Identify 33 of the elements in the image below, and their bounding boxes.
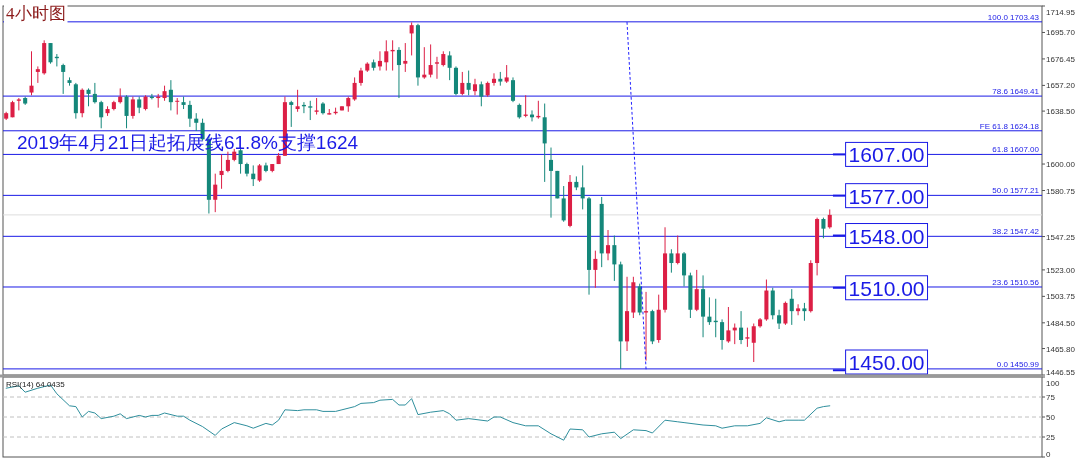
y-tick-label: 1695.70 (1046, 28, 1075, 38)
ref-line-label: 23.6 1510.56 (992, 278, 1040, 287)
y-tick-label: 1547.25 (1046, 232, 1075, 242)
y-tick-label: 1600.00 (1046, 160, 1075, 170)
ref-line-label: 50.0 1577.21 (992, 186, 1040, 196)
ref-line-label: 0.0 1450.99 (996, 359, 1040, 369)
y-tick-label: 0 (1046, 450, 1051, 459)
title: 4小时图 (6, 4, 66, 23)
y-tick-label: 1523.00 (1046, 265, 1075, 275)
title: RSI(14) 64.0435 (6, 380, 65, 389)
y-tick-label: 1638.50 (1046, 107, 1075, 117)
price-label: 1577.00 (848, 184, 925, 208)
price-label: 1607.00 (848, 143, 925, 167)
y-tick-label: 1484.50 (1046, 318, 1075, 328)
y-tick-label: 1657.20 (1046, 81, 1075, 91)
ref-line-label: 38.2 1547.42 (992, 227, 1040, 237)
y-tick-label: 25 (1046, 433, 1055, 442)
price-label: 1450.00 (848, 351, 925, 374)
y-tick-label: 1503.75 (1046, 292, 1075, 302)
y-tick-label: 1676.45 (1046, 54, 1075, 64)
y-tick-label: 1714.95 (1046, 8, 1075, 17)
y-tick-label: 50 (1046, 413, 1055, 422)
ref-line-label: 100.0 1703.43 (987, 12, 1040, 22)
y-tick-label: 1446.55 (1046, 368, 1075, 377)
y-tick-label: 75 (1046, 393, 1055, 402)
ref-line-label: FE 61.8 1624.18 (979, 121, 1040, 131)
y-tick-label: 1580.75 (1046, 186, 1075, 196)
y-tick-label: 100 (1046, 379, 1060, 388)
price-label: 1510.00 (848, 276, 925, 300)
ref-line-label: 61.8 1607.00 (992, 145, 1040, 155)
price-label: 1548.00 (848, 224, 925, 248)
y-tick-label: 1465.80 (1046, 344, 1075, 354)
ref-line-label: 78.6 1649.41 (992, 87, 1040, 97)
